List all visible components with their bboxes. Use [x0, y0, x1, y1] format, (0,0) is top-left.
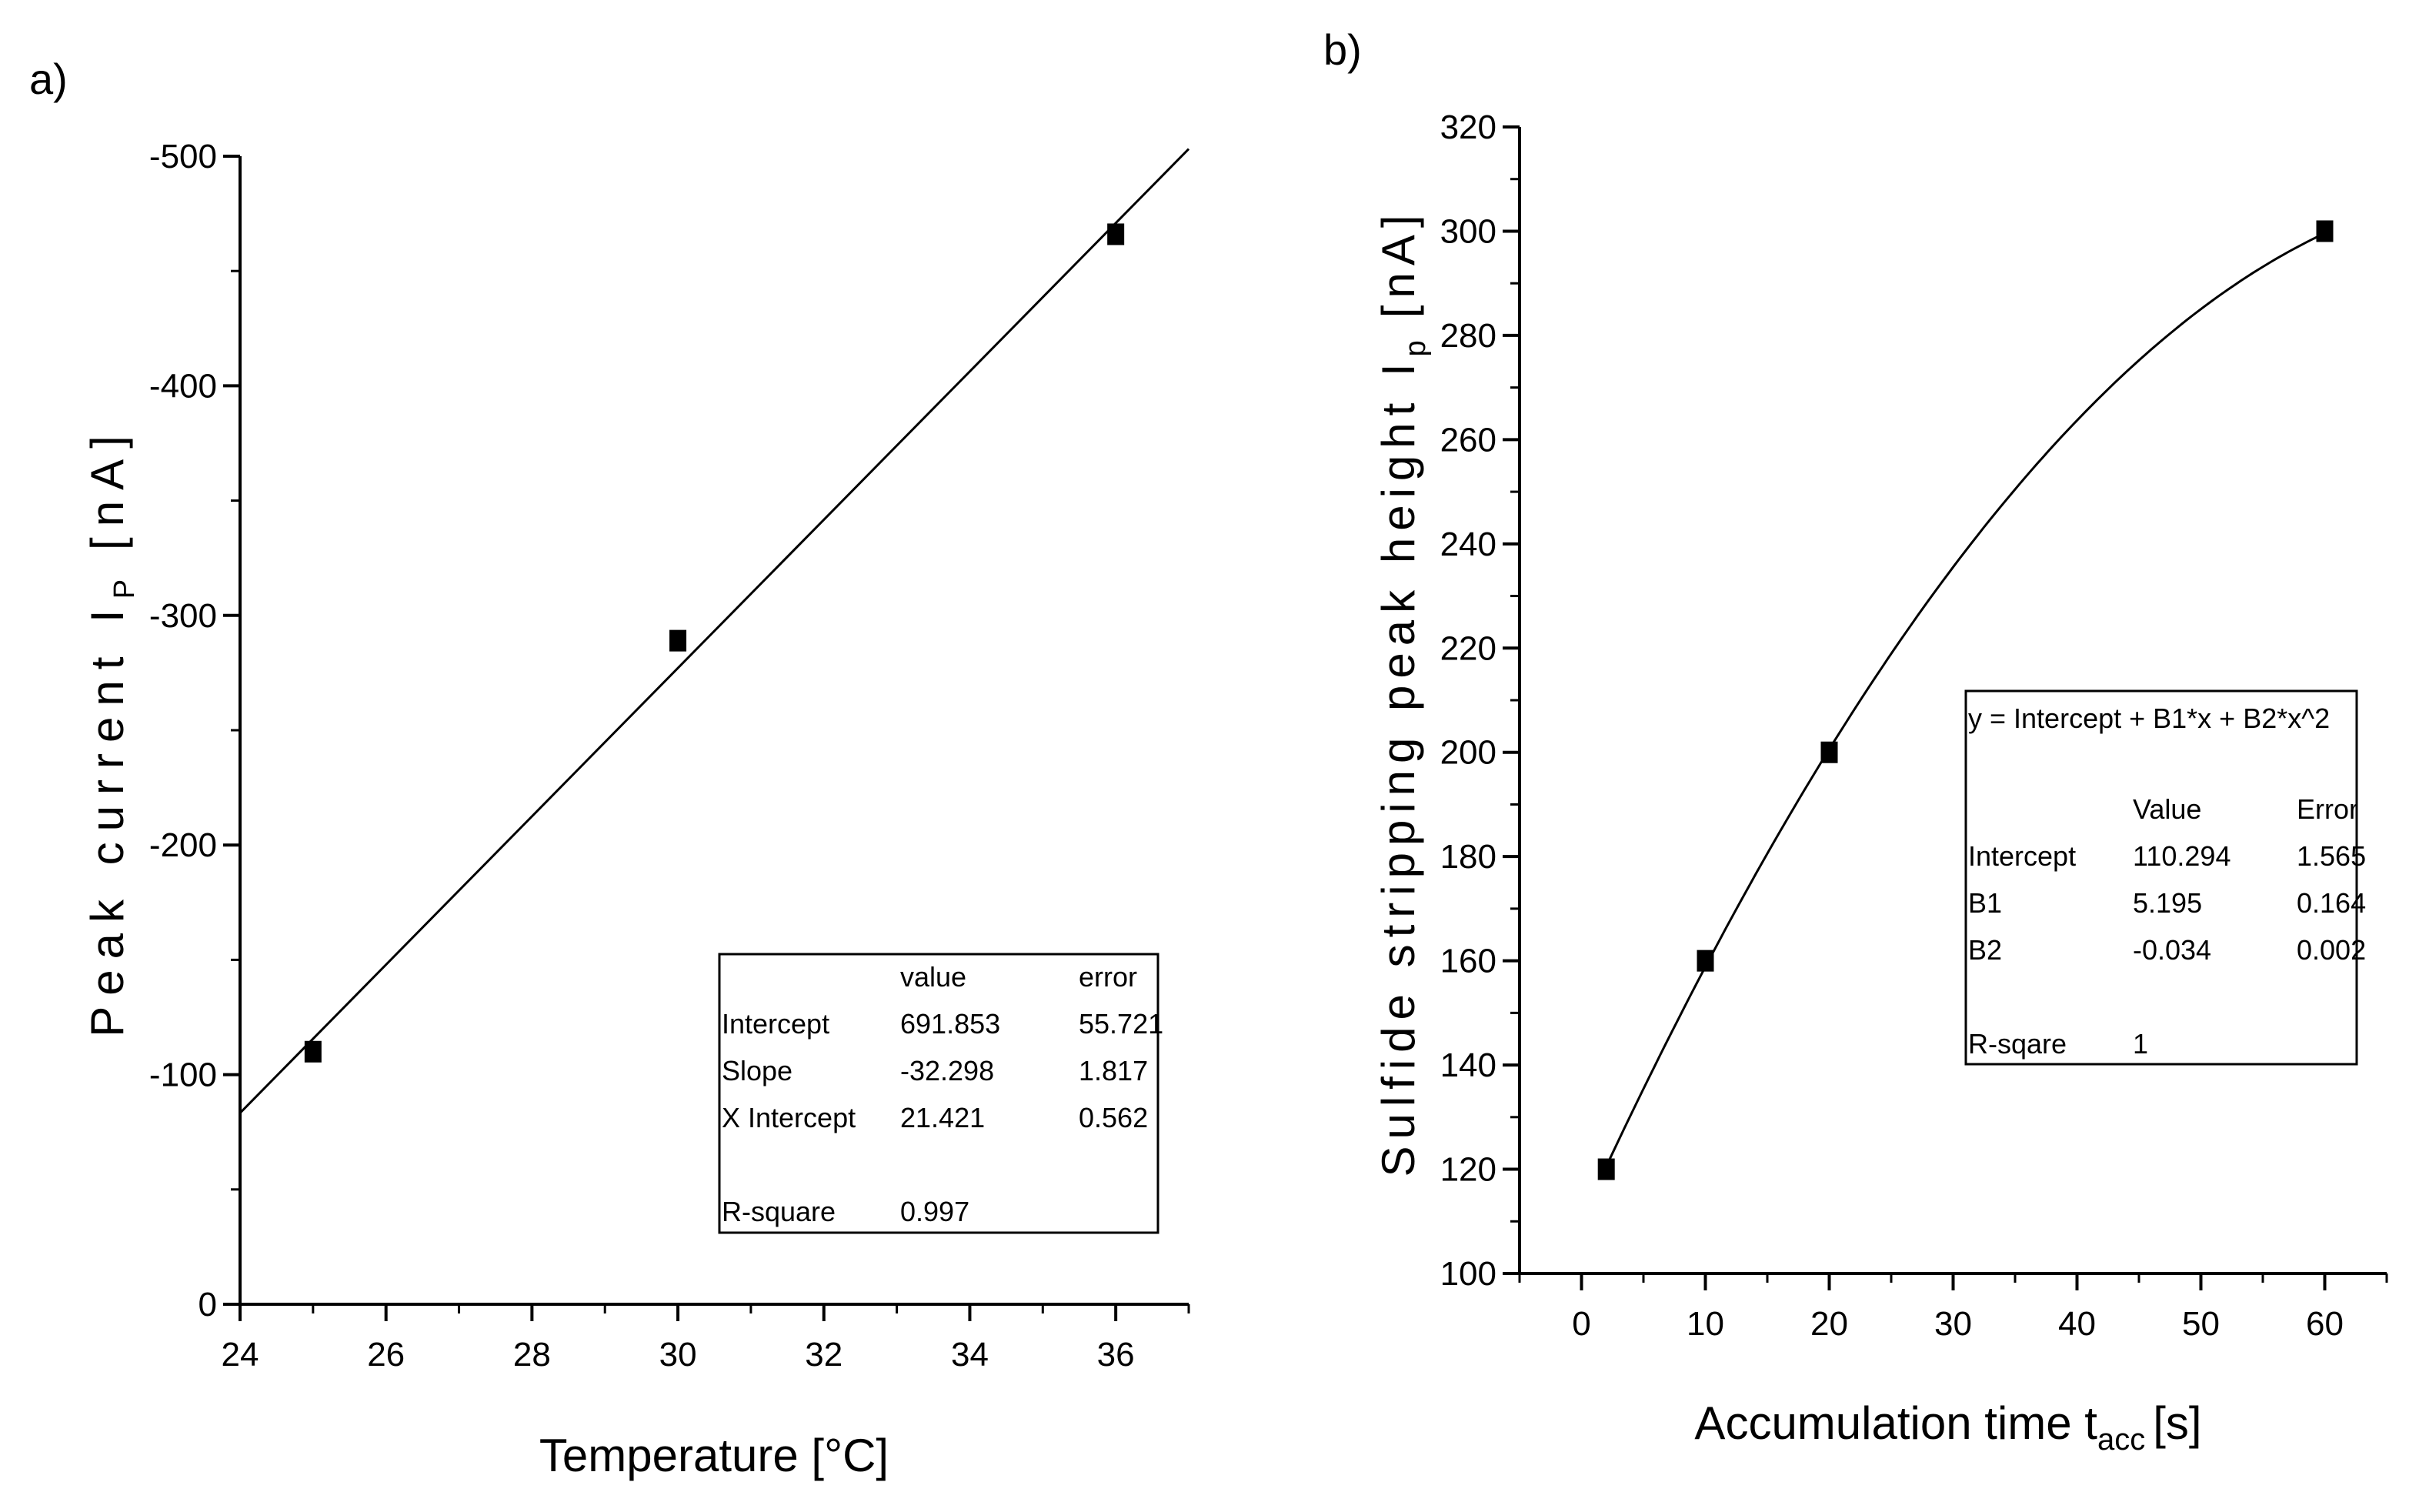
panel-b-x-tick-label: 40	[2058, 1305, 2096, 1343]
panel-b-x-tick-label: 0	[1572, 1305, 1590, 1343]
panel-b-x-axis-title-main: Accumulation time t	[1694, 1397, 2097, 1449]
panel-a-x-tick-label: 30	[659, 1336, 697, 1373]
panel-b-y-tick-label: 140	[1440, 1046, 1496, 1084]
panel-b-fit-table-cell: 1	[2133, 1028, 2148, 1060]
panel-a-fit-table-cell: 55.721	[1079, 1008, 1163, 1040]
panel-b-y-tick-label: 260	[1440, 421, 1496, 459]
panel-a-fit-table-cell: -32.298	[900, 1055, 994, 1086]
panel-b-x-tick-label: 30	[1934, 1305, 1972, 1343]
panel-b-y-tick-label: 100	[1440, 1255, 1496, 1293]
panel-a-fit-table-cell: 691.853	[900, 1008, 1000, 1040]
panel-b-x-axis-title-unit: [s]	[2153, 1397, 2201, 1449]
panel-a-fit-line-group	[239, 148, 1190, 1114]
panel-b-fit-table-header: Error	[2297, 793, 2358, 825]
panel-b-y-tick-label: 240	[1440, 526, 1496, 563]
panel-b-y-tick-label: 300	[1440, 212, 1496, 250]
panel-b-x-axis-title: Accumulation time tacc [s]	[1694, 1397, 2201, 1457]
panel-a-x-axis-title: Temperature [°C]	[539, 1430, 889, 1481]
panel-b-x-tick-label: 50	[2182, 1305, 2220, 1343]
panel-a-fit-table-cell: 1.817	[1079, 1055, 1148, 1086]
panel-a-data-point	[304, 1040, 322, 1063]
panel-a-fit-line	[239, 148, 1190, 1114]
panel-a-fit-table-cell: Slope	[722, 1055, 792, 1086]
panel-b-y-tick-label: 120	[1440, 1151, 1496, 1189]
panel-b: b) 0 10 20 30 40 50 60 100 120 140 160 180 200 220 240…	[1323, 25, 2388, 1457]
panel-a-y-tick-label: -100	[149, 1056, 217, 1094]
panel-b-fit-curve-group	[1605, 232, 2326, 1167]
panel-a-fit-table-cell: X Intercept	[722, 1102, 856, 1133]
panel-a-y-axis-title: Peak current IP [nA]	[82, 425, 141, 1037]
panel-b-y-axis-title: Sulfide stripping peak height Ip [nA]	[1373, 208, 1432, 1177]
panel-b-fit-table-cell: 1.565	[2297, 840, 2366, 872]
panel-a-fit-table-header: error	[1079, 961, 1137, 993]
panel-a-fit-table-box	[718, 953, 1159, 1234]
panel-b-fit-table-header: Value	[2133, 793, 2201, 825]
panel-a-y-axis-title-sub: P	[108, 569, 141, 599]
panel-b-fit-table-cell: R-sqare	[1968, 1028, 2067, 1060]
panel-a-x-tick-label: 24	[222, 1336, 259, 1373]
panel-b-fit-table-box	[1964, 689, 2358, 1066]
panel-a-ticks	[223, 155, 1190, 1321]
panel-a-fit-table-header: value	[900, 961, 966, 993]
panel-a-data-point	[1107, 223, 1125, 245]
panel-b-data-point	[2316, 220, 2334, 242]
panel-a-y-axis-title-main: Peak current I	[82, 599, 133, 1037]
panel-b-fit-table-cell: -0.034	[2133, 934, 2211, 966]
panel-b-label: b)	[1323, 25, 1362, 74]
panel-b-fit-table-cell: 110.294	[2133, 840, 2230, 872]
panel-a-fit-table-cell: Intercept	[722, 1008, 829, 1040]
panel-a-x-tick-label: 36	[1097, 1336, 1135, 1373]
panel-b-fit-table-cell: 0.002	[2297, 934, 2366, 966]
panel-b-y-tick-label: 280	[1440, 317, 1496, 355]
panel-a-x-tick-label: 28	[513, 1336, 551, 1373]
panel-b-fit-table-cell: B2	[1968, 934, 2002, 966]
panel-b-y-axis-title-sub: p	[1400, 333, 1432, 356]
panel-a-tick-labels: 24 26 28 30 32 34 36 0 -100 -200 -300 -400 -500	[149, 138, 1135, 1373]
panel-b-fit-equation: y = Intercept + B1*x + B2*x^2	[1968, 703, 2330, 734]
panel-a-y-tick-label: 0	[199, 1286, 217, 1323]
panel-b-y-tick-label: 180	[1440, 838, 1496, 876]
panel-b-y-tick-label: 320	[1440, 108, 1496, 146]
panel-b-x-tick-label: 60	[2306, 1305, 2344, 1343]
panel-b-y-tick-label: 220	[1440, 629, 1496, 667]
panel-b-y-axis-title-unit: [nA]	[1373, 208, 1424, 318]
panel-a-fit-table-cell: 21.421	[900, 1102, 985, 1133]
panel-a-y-axis-title-unit: [nA]	[82, 425, 133, 550]
panel-a-fit-table-cell: R-square	[722, 1196, 836, 1227]
panel-a: a) 24 26 28 30 32 34 36 0 -100 -200 -300 -400 -500 T…	[29, 55, 1190, 1481]
panel-b-data-point	[1597, 1158, 1615, 1180]
panel-a-y-tick-label: -400	[149, 367, 217, 405]
panel-b-fit-table-cell: 5.195	[2133, 887, 2202, 919]
panel-b-tick-labels: 0 10 20 30 40 50 60 100 120 140 160 180 200 220 240 260…	[1440, 108, 2344, 1343]
panel-b-x-tick-label: 10	[1687, 1305, 1724, 1343]
panel-b-points	[1597, 220, 2334, 1180]
panel-b-fit-table: y = Intercept + B1*x + B2*x^2 Value Error…	[1964, 689, 2366, 1066]
panel-a-fit-table-cell: 0.997	[900, 1196, 969, 1227]
panel-a-y-tick-label: -500	[149, 138, 217, 175]
panel-a-y-tick-label: -300	[149, 597, 217, 635]
panel-a-y-tick-label: -200	[149, 826, 217, 864]
panel-b-fit-table-cell: Intercept	[1968, 840, 2076, 872]
panel-b-y-axis-title-main: Sulfide stripping peak height I	[1373, 356, 1424, 1177]
panel-b-x-tick-label: 20	[1810, 1305, 1848, 1343]
panel-a-x-tick-label: 26	[367, 1336, 405, 1373]
panel-a-fit-table: value error Intercept 691.853 55.721 Slope -32…	[718, 953, 1163, 1234]
panel-b-data-point	[1820, 741, 1838, 763]
panel-b-fit-table-cell: 0.164	[2297, 887, 2366, 919]
panel-b-fit-curve	[1605, 232, 2326, 1167]
panel-b-x-axis-title-sub: acc	[2097, 1423, 2145, 1457]
panel-a-points	[304, 223, 1125, 1063]
panel-a-x-tick-label: 32	[805, 1336, 842, 1373]
panel-a-data-point	[669, 629, 687, 652]
panel-b-ticks	[1503, 125, 2388, 1290]
panel-a-label: a)	[29, 55, 68, 103]
panel-b-data-point	[1697, 950, 1714, 972]
panel-b-fit-table-cell: B1	[1968, 887, 2002, 919]
panel-a-fit-table-cell: 0.562	[1079, 1102, 1148, 1133]
panel-b-y-tick-label: 200	[1440, 734, 1496, 772]
panel-b-y-tick-label: 160	[1440, 943, 1496, 980]
panel-a-x-tick-label: 34	[951, 1336, 989, 1373]
